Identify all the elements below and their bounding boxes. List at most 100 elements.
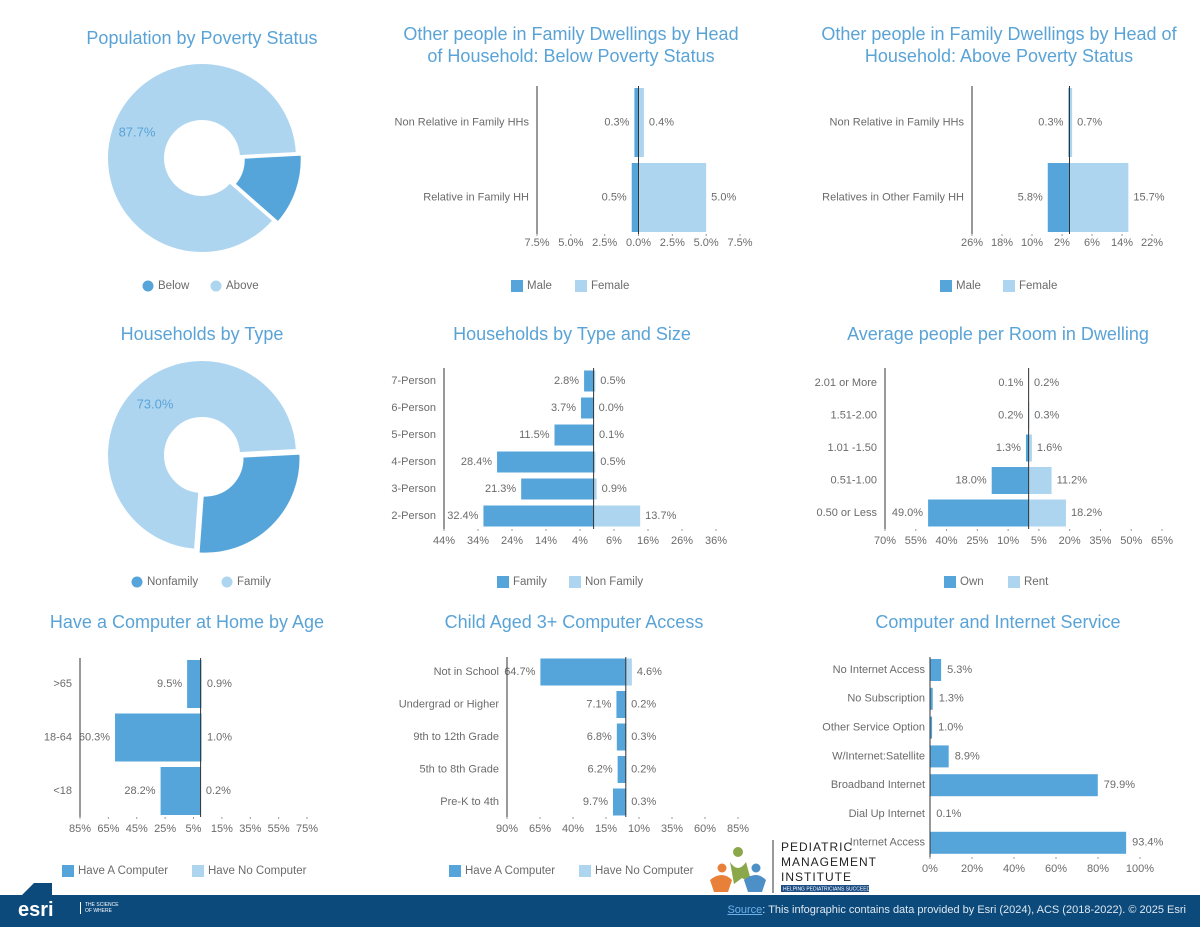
legend-label: Below [158,280,190,292]
data-label: 0.0% [599,402,624,414]
x-tick-label: 6% [1084,237,1100,249]
x-tick-label: 50% [1120,535,1142,547]
legend-label: Nonfamily [147,576,198,588]
logo-tag-bg [781,885,869,892]
legend-label: Male [527,280,552,292]
category-label: Undergrad or Higher [399,698,500,710]
legend-marker [449,865,461,877]
category-label: Relative in Family HH [423,191,529,203]
x-tick-label: 7.5% [524,237,549,249]
donut-slice [106,62,298,254]
category-label: 5th to 8th Grade [420,763,500,775]
category-label: Non Relative in Family HHs [395,116,530,128]
x-tick-label: 2% [1054,237,1070,249]
data-label: 49.0% [892,507,923,519]
chart-title: Child Aged 3+ Computer Access [445,612,704,632]
bar [930,831,1127,854]
x-tick-label: 55% [905,535,927,547]
x-tick-label: 40% [562,823,584,835]
x-tick-label: 14% [535,535,557,547]
data-label: 0.2% [631,763,656,775]
data-label: 0.2% [1034,377,1059,389]
data-label: 0.5% [600,456,625,468]
logo-text: MANAGEMENT [781,855,877,869]
data-label: 1.0% [938,722,963,734]
bar [593,505,641,527]
x-tick-label: 10% [628,823,650,835]
chart-title: Have a Computer at Home by Age [50,612,324,632]
x-tick-label: 80% [1087,863,1109,875]
legend-label: Male [956,280,981,292]
bar [115,713,201,762]
x-tick-label: 25% [966,535,988,547]
logo-text: INSTITUTE [781,870,852,884]
chart-title: Population by Poverty Status [86,28,317,48]
data-label: 2.8% [554,375,579,387]
bar [521,478,594,500]
source-note: Source: This infographic contains data p… [727,904,1186,916]
logo-tagline: HELPING PEDIATRICIANS SUCCEED [783,886,871,892]
chart-title: Household: Above Poverty Status [865,46,1133,66]
bar [930,716,933,739]
data-label: 0.2% [998,409,1023,421]
data-label: 0.9% [602,483,627,495]
bar [200,713,203,762]
chart-title: Computer and Internet Service [875,612,1120,632]
data-label: 0.5% [600,375,625,387]
bar [930,687,933,710]
data-label: 0.3% [604,116,629,128]
bar [200,660,202,708]
data-label: 28.2% [124,785,155,797]
category-label: 1.51-2.00 [831,409,877,421]
x-tick-label: 22% [1141,237,1163,249]
bar [631,163,639,232]
data-label: 0.1% [936,808,961,820]
bar [187,660,201,708]
category-label: 4-Person [391,456,436,468]
x-tick-label: 18% [991,237,1013,249]
x-tick-label: 16% [637,535,659,547]
x-tick-label: 7.5% [727,237,752,249]
data-label: 6.2% [588,763,613,775]
category-label: Non Relative in Family HHs [830,116,965,128]
data-label: 9.7% [583,796,608,808]
logo-figure [733,847,743,857]
x-tick-label: 2.5% [660,237,685,249]
x-tick-label: 14% [1111,237,1133,249]
data-label: 64.7% [504,666,535,678]
bar [593,478,597,500]
x-tick-label: 60% [694,823,716,835]
bar [1069,163,1129,232]
bar [928,499,1029,527]
source-link[interactable]: Source [727,904,763,916]
legend-label: Have No Computer [595,865,694,877]
legend-marker [511,280,523,292]
category-label: <18 [53,785,72,797]
data-label: 5.3% [947,664,972,676]
data-label: 0.3% [1038,116,1063,128]
bar [554,424,594,446]
x-tick-label: 44% [433,535,455,547]
bar [581,397,594,419]
data-label: 0.1% [599,429,624,441]
data-label: 11.5% [519,429,550,441]
x-tick-label: 55% [268,823,290,835]
chart-title: Average people per Room in Dwelling [847,324,1149,344]
data-label: 13.7% [645,510,676,522]
legend-marker [62,865,74,877]
donut-slice [197,452,302,555]
x-tick-label: 100% [1126,863,1154,875]
legend-label: Above [226,280,259,292]
bar [1028,467,1052,494]
x-tick-label: 40% [936,535,958,547]
data-label: 11.2% [1057,474,1088,486]
data-label: 0.2% [631,698,656,710]
x-tick-label: 26% [961,237,983,249]
data-label: 87.7% [119,124,156,139]
logo-figure [710,875,732,892]
data-label: 6.8% [587,731,612,743]
category-label: Internet Access [850,837,926,849]
legend-label: Have No Computer [208,865,307,877]
category-label: Dial Up Internet [849,808,925,820]
